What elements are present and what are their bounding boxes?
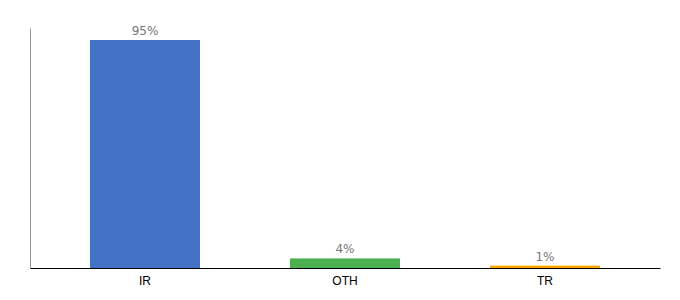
plot-area: IR OTH TR 95% 4% 1% <box>31 24 661 288</box>
data-label: 95% <box>132 24 159 38</box>
bar <box>290 258 400 268</box>
y-axis <box>30 29 31 269</box>
bar <box>490 266 600 268</box>
x-tick: OTH <box>332 274 357 288</box>
y-axis-line <box>30 29 31 269</box>
chart-svg: IR OTH TR 95% 4% 1% <box>0 0 680 300</box>
data-label: 4% <box>335 242 354 256</box>
x-tick-label: OTH <box>332 274 357 288</box>
data-label: 1% <box>535 250 554 264</box>
bar <box>90 40 200 268</box>
x-tick: IR <box>139 274 151 288</box>
x-axis-line <box>31 268 661 269</box>
x-axis: IR OTH TR <box>31 269 661 288</box>
x-tick-label: TR <box>537 274 553 288</box>
x-tick-label: IR <box>139 274 151 288</box>
bars <box>90 40 600 268</box>
x-tick: TR <box>537 274 553 288</box>
data-labels: 95% 4% 1% <box>132 24 555 264</box>
